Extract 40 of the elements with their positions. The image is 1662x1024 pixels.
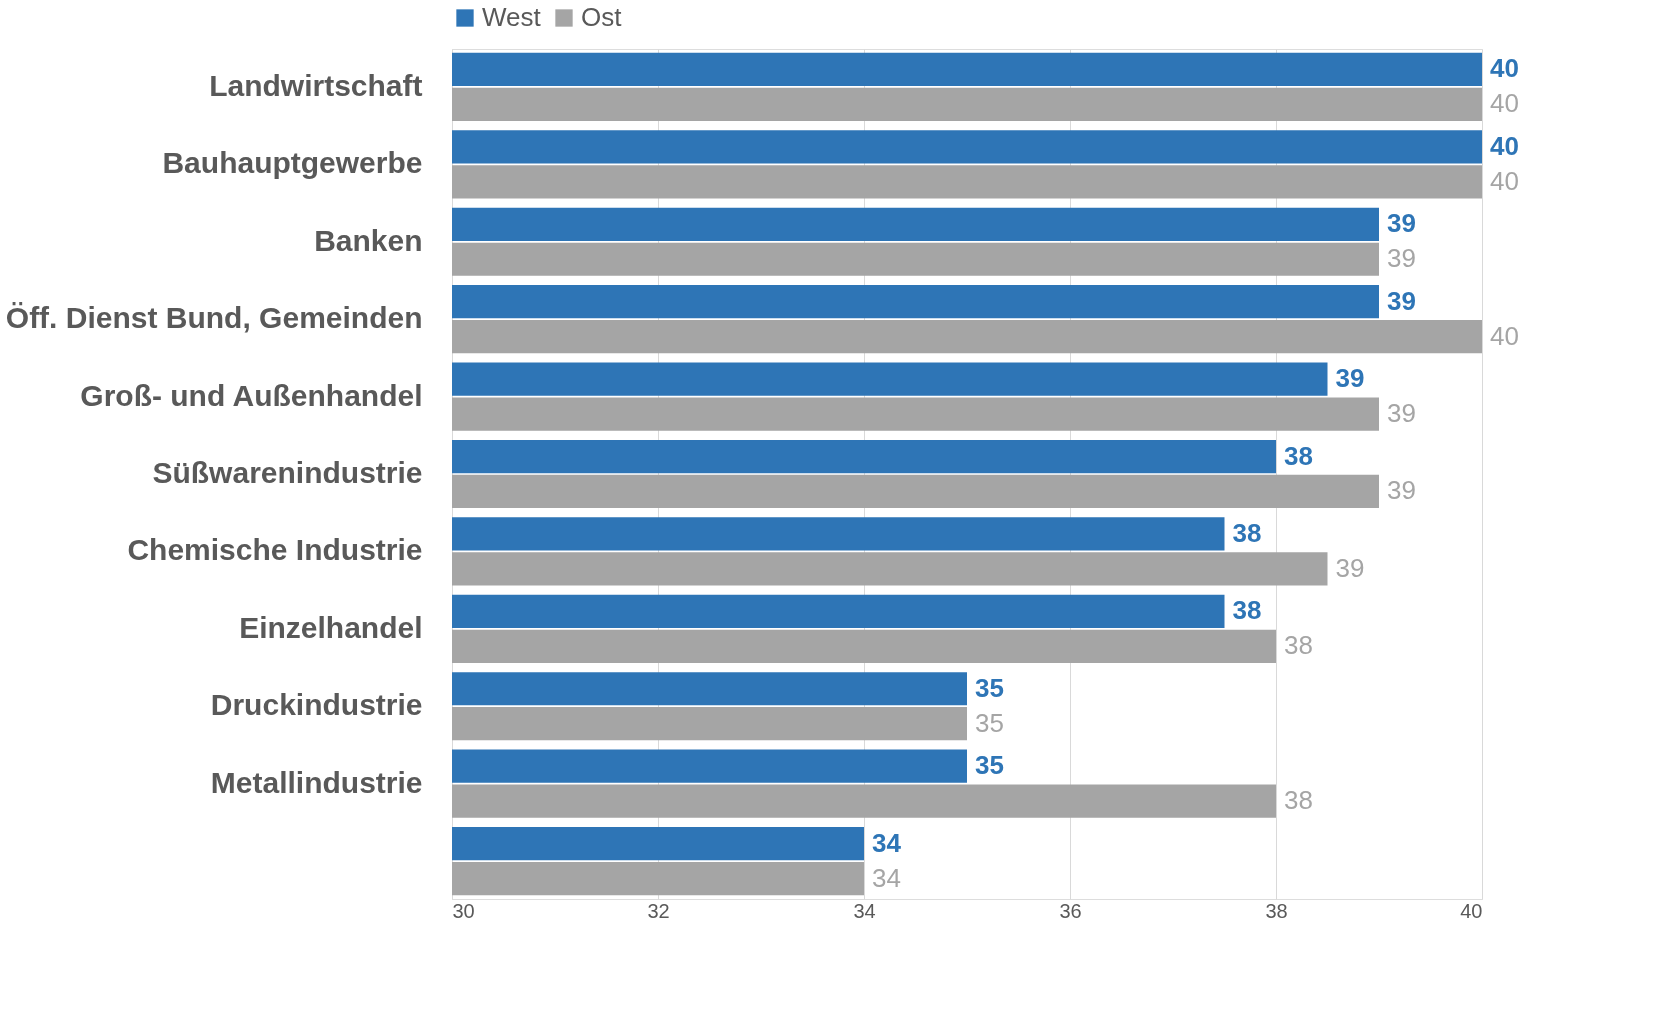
data-label: 38 xyxy=(1284,630,1313,661)
data-label: 35 xyxy=(975,672,1004,703)
data-label: 39 xyxy=(1335,363,1365,394)
data-label: 38 xyxy=(1232,595,1262,626)
data-label: 39 xyxy=(1387,475,1416,506)
y-tick-label: Druckindustrie xyxy=(210,688,423,722)
x-tick-label: 38 xyxy=(1265,899,1288,922)
y-tick-label: Metallindustrie xyxy=(210,765,423,799)
data-label: 40 xyxy=(1490,88,1519,119)
legend-label: Ost xyxy=(581,2,623,32)
data-label: 39 xyxy=(1387,243,1416,274)
y-tick-label: Groß- und Außenhandel xyxy=(80,378,423,412)
data-label: 39 xyxy=(1387,208,1416,239)
y-tick-label: Landwirtschaft xyxy=(209,68,423,102)
y-tick-label: Einzelhandel xyxy=(239,610,423,644)
data-label: 40 xyxy=(1490,165,1519,196)
data-label: 38 xyxy=(1284,440,1313,471)
data-label: 35 xyxy=(975,750,1004,781)
y-tick-label: Banken xyxy=(314,223,423,257)
data-label: 40 xyxy=(1490,130,1519,161)
data-label: 39 xyxy=(1387,398,1416,429)
data-label: 35 xyxy=(975,707,1004,738)
data-label: 39 xyxy=(1335,552,1365,583)
data-label: 38 xyxy=(1232,517,1262,548)
y-tick-label: Bauhauptgewerbe xyxy=(162,146,423,180)
x-tick-label: 34 xyxy=(853,899,876,922)
legend-label: West xyxy=(482,2,542,32)
x-tick-label: 36 xyxy=(1059,899,1082,922)
data-label: 40 xyxy=(1490,320,1519,351)
y-tick-label: Öff. Dienst Bund, Gemeinden xyxy=(5,301,423,335)
y-tick-label: Süßwarenindustrie xyxy=(152,456,423,489)
data-label: 40 xyxy=(1490,53,1519,84)
data-label: 39 xyxy=(1387,285,1416,316)
x-tick-label: 30 xyxy=(452,899,475,922)
x-tick-label: 40 xyxy=(1460,899,1483,922)
data-label: 34 xyxy=(872,862,901,893)
data-label: 38 xyxy=(1284,785,1313,816)
y-tick-label: Chemische Industrie xyxy=(127,533,423,567)
data-label: 34 xyxy=(872,827,902,858)
x-tick-label: 32 xyxy=(647,899,670,922)
